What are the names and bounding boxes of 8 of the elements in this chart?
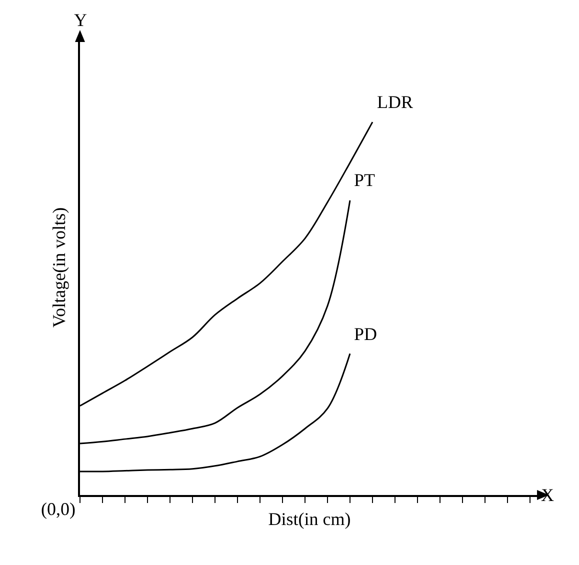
text: X [541,485,554,505]
text: Y [74,10,87,30]
text: (0,0) [41,499,76,519]
y-axis-title: Voltage(in volts) [48,207,69,328]
series-label: PT [354,170,376,190]
series-label: PD [354,324,378,344]
x-axis-title: Dist(in cm) [268,508,351,529]
series-label: LDR [377,92,413,112]
